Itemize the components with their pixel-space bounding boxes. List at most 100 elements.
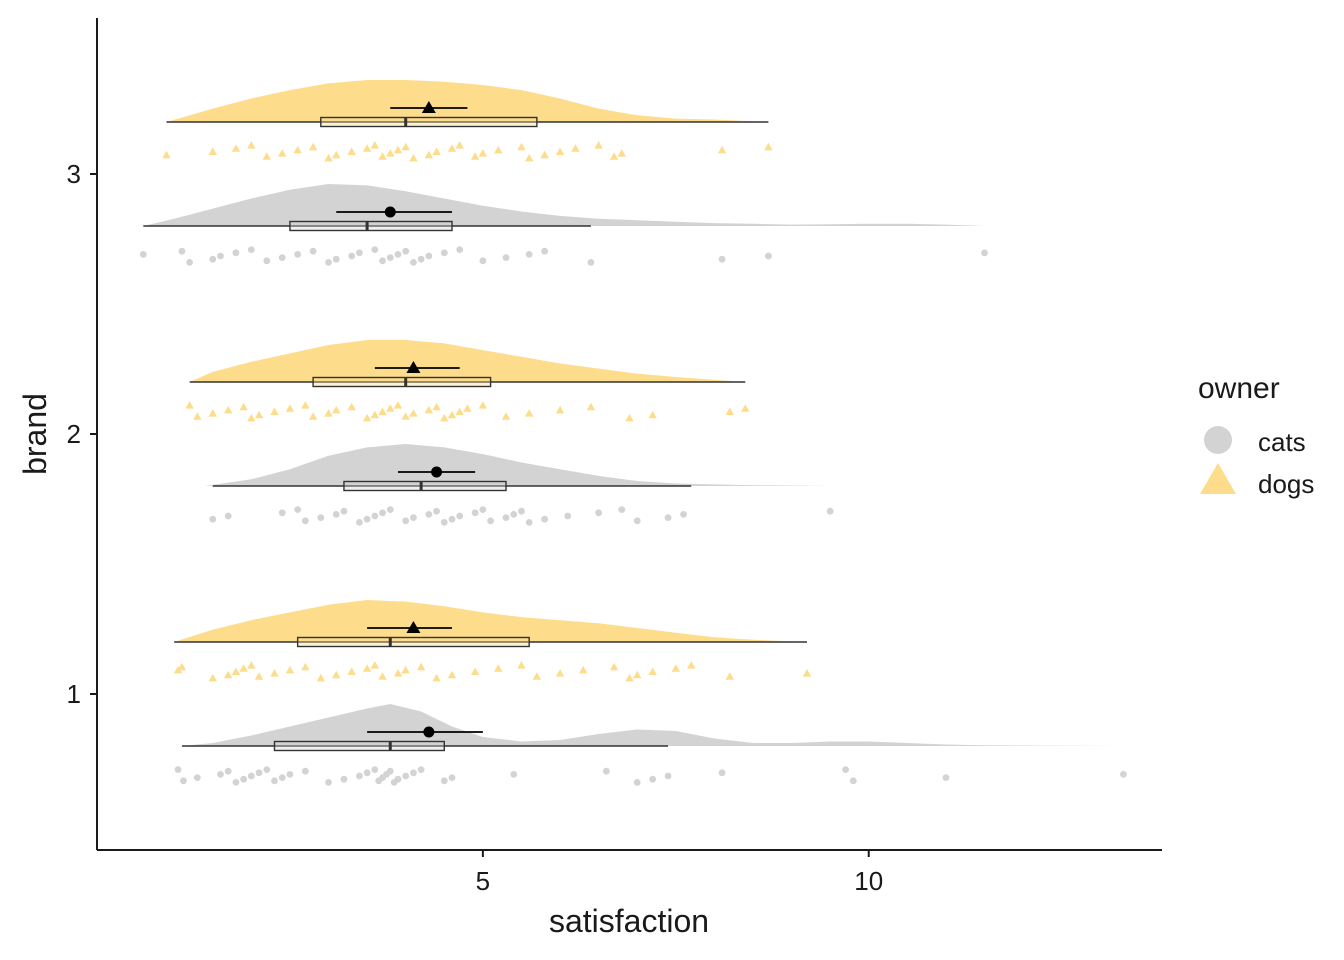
data-point bbox=[386, 404, 395, 412]
data-point bbox=[525, 519, 533, 526]
data-point bbox=[410, 514, 417, 521]
y-tick-label-2: 2 bbox=[67, 419, 81, 449]
data-point bbox=[633, 517, 641, 525]
data-point bbox=[294, 251, 302, 258]
data-point bbox=[517, 661, 526, 669]
data-point bbox=[162, 150, 171, 159]
data-point bbox=[379, 257, 386, 265]
data-point bbox=[325, 779, 332, 786]
data-point bbox=[409, 153, 418, 162]
data-point bbox=[424, 150, 434, 159]
data-point bbox=[255, 769, 263, 777]
data-point bbox=[417, 255, 425, 263]
data-point bbox=[301, 401, 310, 409]
data-point bbox=[470, 667, 480, 675]
legend-label-cats: cats bbox=[1258, 427, 1306, 457]
data-point bbox=[239, 664, 248, 672]
data-point bbox=[648, 410, 657, 419]
group-brand1-dogs bbox=[173, 600, 812, 682]
data-point bbox=[410, 769, 417, 777]
box-iqr bbox=[343, 480, 507, 492]
y-tick-label-1: 1 bbox=[67, 679, 81, 709]
data-point bbox=[448, 515, 456, 523]
data-point bbox=[518, 507, 525, 515]
data-point bbox=[718, 255, 726, 263]
data-point bbox=[532, 672, 542, 680]
density-brand1-cats bbox=[181, 704, 1124, 746]
data-point bbox=[386, 506, 394, 513]
data-point bbox=[594, 141, 603, 149]
data-point bbox=[478, 401, 488, 409]
data-point bbox=[262, 152, 271, 160]
data-point bbox=[587, 259, 595, 266]
data-point bbox=[618, 506, 626, 513]
data-point bbox=[308, 142, 318, 151]
data-point bbox=[180, 777, 187, 785]
data-point bbox=[239, 402, 248, 411]
data-point bbox=[177, 662, 187, 671]
ticks: 5 10 1 2 3 bbox=[67, 159, 884, 896]
data-point bbox=[802, 669, 812, 677]
data-point bbox=[393, 401, 403, 409]
data-point bbox=[371, 766, 379, 773]
data-point bbox=[186, 259, 194, 266]
density-brand2-dogs bbox=[189, 340, 746, 382]
data-point bbox=[362, 413, 372, 422]
data-point bbox=[193, 412, 202, 420]
data-point bbox=[285, 665, 295, 674]
data-point bbox=[525, 251, 533, 258]
data-point bbox=[517, 142, 526, 151]
data-point bbox=[555, 669, 565, 677]
data-point bbox=[278, 254, 286, 261]
data-point bbox=[286, 771, 294, 778]
data-point bbox=[425, 511, 433, 518]
data-point bbox=[494, 145, 503, 154]
data-point bbox=[555, 147, 565, 155]
data-point bbox=[725, 407, 735, 415]
data-point bbox=[424, 405, 434, 414]
y-axis-title: brand bbox=[17, 393, 53, 475]
data-point bbox=[455, 141, 464, 149]
data-point bbox=[447, 670, 457, 679]
x-tick-label-5: 5 bbox=[476, 866, 490, 896]
data-point bbox=[301, 662, 310, 671]
data-point bbox=[409, 409, 418, 417]
data-point bbox=[595, 509, 603, 517]
data-point bbox=[625, 413, 634, 422]
data-point bbox=[440, 413, 449, 422]
data-point bbox=[378, 152, 387, 160]
data-point bbox=[278, 149, 287, 157]
data-point bbox=[347, 147, 356, 155]
data-point bbox=[471, 509, 479, 517]
data-point bbox=[209, 255, 217, 263]
data-point bbox=[208, 147, 217, 155]
data-point bbox=[478, 149, 488, 157]
mean-point bbox=[431, 466, 443, 478]
data-point bbox=[263, 766, 271, 773]
data-point bbox=[208, 409, 217, 417]
data-point bbox=[541, 515, 549, 523]
data-point bbox=[680, 511, 687, 518]
data-point bbox=[185, 401, 194, 409]
data-point bbox=[981, 249, 988, 257]
data-point bbox=[725, 672, 735, 680]
data-point bbox=[393, 669, 403, 677]
data-point bbox=[232, 249, 240, 257]
data-point bbox=[247, 141, 256, 149]
data-point bbox=[633, 670, 642, 679]
data-point bbox=[378, 407, 387, 415]
data-point bbox=[586, 402, 596, 411]
data-point bbox=[765, 252, 772, 260]
data-point bbox=[1120, 771, 1127, 778]
box-iqr bbox=[312, 376, 492, 388]
data-point bbox=[717, 145, 727, 154]
data-point bbox=[687, 661, 696, 669]
data-point bbox=[494, 664, 503, 672]
data-point bbox=[433, 507, 440, 515]
data-point bbox=[308, 412, 318, 420]
data-point bbox=[332, 150, 341, 159]
group-brand2-cats bbox=[205, 444, 834, 526]
data-point bbox=[263, 257, 271, 265]
data-point bbox=[370, 661, 380, 669]
data-point bbox=[301, 767, 309, 775]
